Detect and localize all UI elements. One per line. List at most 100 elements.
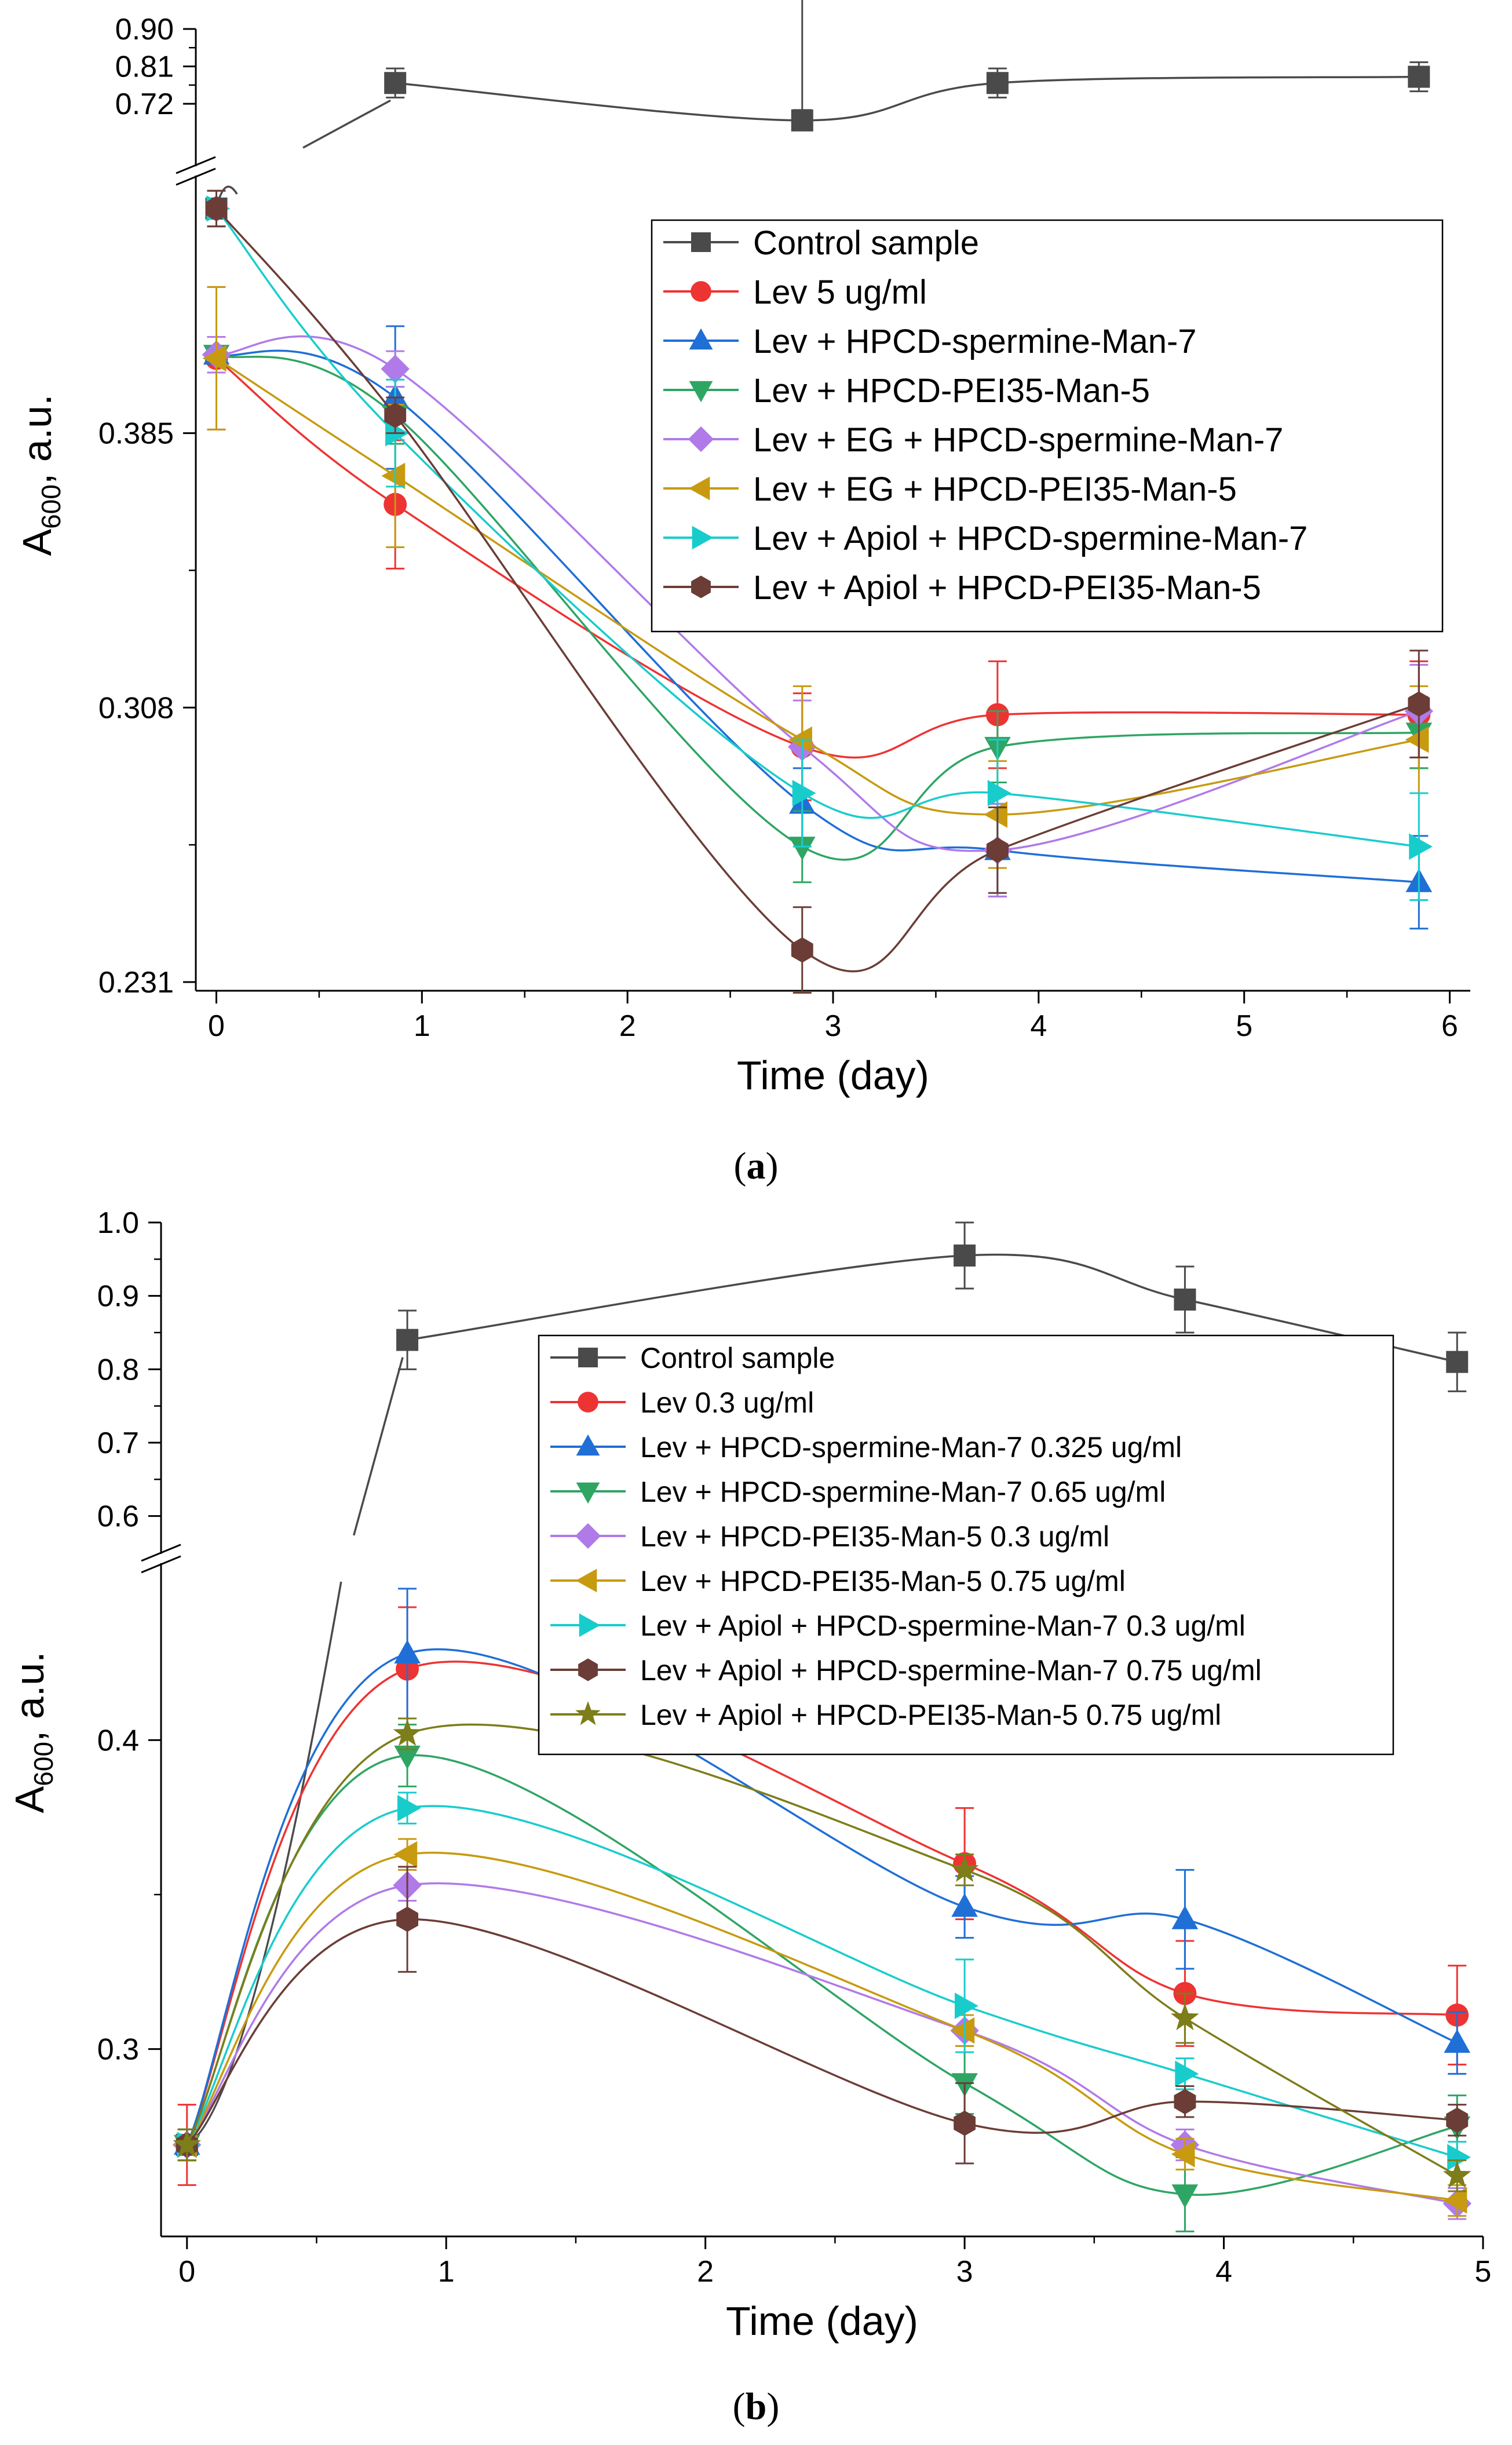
legend-label: Lev + HPCD-spermine-Man-7 0.325 ug/ml <box>640 1431 1182 1464</box>
data-point <box>1409 833 1433 860</box>
data-point <box>173 2130 202 2157</box>
data-point <box>1446 1351 1469 1373</box>
legend-item-control-sample: Control sample <box>550 1342 835 1374</box>
axis-break-mark <box>141 1555 181 1574</box>
data-point <box>396 1906 418 1932</box>
legend-label: Lev + HPCD-spermine-Man-7 0.65 ug/ml <box>640 1476 1166 1508</box>
data-point <box>1444 2029 1471 2053</box>
series-control-sample <box>205 0 1430 228</box>
legend-box <box>538 1334 1394 1756</box>
series-line <box>395 75 1419 122</box>
data-point <box>951 2017 975 2044</box>
x-tick-label: 2 <box>697 2255 714 2289</box>
legend-label: Lev + Apiol + HPCD-spermine-Man-7 0.3 ug… <box>640 1610 1246 1642</box>
x-tick-label: 3 <box>956 2255 973 2289</box>
data-point <box>393 1841 418 1868</box>
legend-marker <box>688 476 710 501</box>
legend-marker <box>575 1701 601 1725</box>
legend-marker <box>578 1348 598 1367</box>
legend-marker <box>578 1658 598 1681</box>
data-point <box>381 462 406 490</box>
legend-item-lev-apiol-hpcd-pei35-man-5: Lev + Apiol + HPCD-PEI35-Man-5 <box>663 569 1261 607</box>
series-line <box>186 1805 1458 2158</box>
axis-break-mark <box>176 156 216 174</box>
data-point <box>1408 65 1430 88</box>
data-point <box>1446 2107 1469 2133</box>
x-tick-label: 4 <box>1030 1009 1047 1043</box>
y-tick-label: 0.72 <box>115 87 174 121</box>
x-tick-label: 4 <box>1215 2255 1232 2289</box>
legend-label: Lev + HPCD-PEI35-Man-5 0.3 ug/ml <box>640 1520 1109 1553</box>
data-point <box>1171 1905 1199 1929</box>
legend-marker <box>575 1568 597 1593</box>
legend-marker <box>576 1434 600 1456</box>
x-axis-title: Time (day) <box>726 2298 918 2344</box>
data-point <box>792 780 816 807</box>
legend-label: Control sample <box>640 1342 835 1374</box>
legend-item-lev-hpcd-spermine-man-7-0-325-ug-ml: Lev + HPCD-spermine-Man-7 0.325 ug/ml <box>550 1431 1182 1464</box>
data-point <box>205 196 228 221</box>
legend-label: Lev + Apiol + HPCD-PEI35-Man-5 0.75 ug/m… <box>640 1699 1221 1731</box>
legend-marker <box>576 1482 600 1504</box>
y-tick-label: 0.81 <box>115 50 174 84</box>
series-line <box>186 1723 1458 2177</box>
series-lev-hpcd-pei35-man-5-0-75-ug-ml <box>173 1838 1467 2217</box>
legend-label: Control sample <box>753 224 979 262</box>
series-line <box>407 1253 1458 1363</box>
series-line <box>186 1882 1458 2205</box>
legend-item-lev-eg-hpcd-pei35-man-5: Lev + EG + HPCD-PEI35-Man-5 <box>663 470 1237 508</box>
data-point <box>984 801 1007 828</box>
data-point <box>954 2110 976 2136</box>
legend-item-control-sample: Control sample <box>663 224 979 262</box>
data-point <box>381 355 410 384</box>
y-tick-label: 0.90 <box>115 13 174 46</box>
legend-label: Lev 5 ug/ml <box>753 273 927 311</box>
y-tick-label: 0.6 <box>97 1500 139 1534</box>
series-line <box>186 1661 1458 2145</box>
panel-a-chart: 0 1 2 3 4 5 6 0.231 0.308 0.385 0.720.81 0.90 Time (… <box>14 0 1470 1098</box>
series-lev-hpcd-spermine-man-7-0-65-ug-ml <box>173 1724 1471 2232</box>
data-point <box>1171 2184 1199 2209</box>
legend-marker <box>691 575 711 599</box>
legend: Control sample Lev 0.3 ug/ml Lev + HPCD-sp… <box>538 1334 1394 1756</box>
series-lev-apiol-hpcd-pei35-man-5-0-75-ug-ml <box>173 1717 1471 2192</box>
x-tick-label: 6 <box>1441 1009 1458 1043</box>
data-point <box>393 1719 422 1746</box>
x-tick-label: 2 <box>619 1009 636 1043</box>
legend-item-lev-eg-hpcd-spermine-man-7: Lev + EG + HPCD-spermine-Man-7 <box>663 421 1283 459</box>
legend-marker <box>579 1613 601 1637</box>
data-point <box>1443 2187 1467 2214</box>
axis-break-mark <box>141 1543 181 1562</box>
data-point <box>791 109 813 132</box>
legend-box <box>651 219 1444 633</box>
legend-item-lev-hpcd-pei35-man-5-0-3-ug-ml: Lev + HPCD-PEI35-Man-5 0.3 ug/ml <box>550 1520 1109 1553</box>
y-axis-title: A600, a.u. <box>14 394 66 556</box>
x-tick-label: 0 <box>178 2255 195 2289</box>
data-point <box>394 1640 421 1664</box>
panel-b-chart: 0 1 2 3 4 5 0.3 0.4 0.6 0.7 0.8 0.9 1.0 Time (day) A60… <box>7 1206 1491 2344</box>
data-point <box>396 1329 419 1351</box>
legend-label: Lev + HPCD-spermine-Man-7 <box>753 323 1197 360</box>
y-axis-title: A600, a.u. <box>7 1651 59 1813</box>
series-control-sample <box>176 1221 1469 2162</box>
legend-marker <box>578 1392 598 1413</box>
data-point <box>987 780 1011 807</box>
y-tick-label: 0.7 <box>97 1426 139 1460</box>
data-point <box>1442 2161 1471 2188</box>
data-point <box>789 837 816 860</box>
legend-label: Lev + Apiol + HPCD-PEI35-Man-5 <box>753 569 1261 607</box>
x-tick-label: 0 <box>208 1009 225 1043</box>
series-lev-apiol-hpcd-spermine-man-7-0-3-ug-ml <box>177 1791 1471 2174</box>
series-line <box>186 1918 1458 2146</box>
data-point <box>955 1993 978 2019</box>
x-tick-label: 5 <box>1475 2255 1492 2289</box>
legend-item-lev-hpcd-spermine-man-7: Lev + HPCD-spermine-Man-7 <box>663 323 1197 360</box>
legend-marker <box>692 526 714 550</box>
y-tick-label: 1.0 <box>97 1206 139 1240</box>
legend-label: Lev + HPCD-PEI35-Man-5 0.75 ug/ml <box>640 1565 1126 1597</box>
legend-item-lev-apiol-hpcd-spermine-man-7: Lev + Apiol + HPCD-spermine-Man-7 <box>663 520 1308 557</box>
data-point <box>986 72 1009 94</box>
data-point <box>791 937 813 963</box>
caption-b: (b) <box>733 2385 780 2428</box>
